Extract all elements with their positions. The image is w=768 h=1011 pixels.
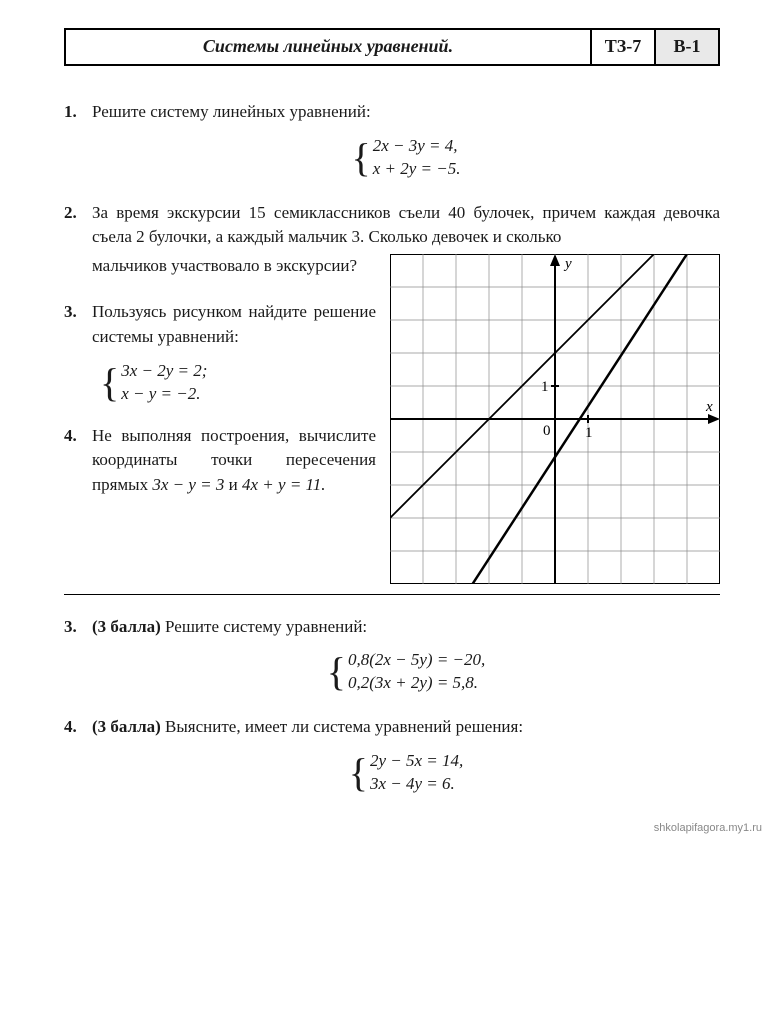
problem-3-eq1: 3x − 2y = 2; xyxy=(121,360,207,383)
divider xyxy=(64,594,720,595)
brace-icon: { xyxy=(352,138,371,178)
problem-1: Решите систему линейных уравнений: { 2x … xyxy=(64,100,720,181)
problem-2: За время экскурсии 15 семиклассников съе… xyxy=(64,201,720,595)
svg-text:y: y xyxy=(563,256,572,272)
brace-icon: { xyxy=(100,363,119,403)
problem-1-system: { 2x − 3y = 4, x + 2y = −5. xyxy=(92,135,720,181)
problem-3-text: Пользуясь рисунком найдите решение сис­т… xyxy=(92,300,376,349)
brace-icon: { xyxy=(349,753,368,793)
problem-6-prefix: (3 балла) xyxy=(92,717,165,736)
problem-1-eq1: 2x − 3y = 4, xyxy=(373,135,461,158)
header-code-2: В-1 xyxy=(656,30,718,64)
problem-list: Решите систему линейных уравнений: { 2x … xyxy=(64,100,720,796)
problem-4-eq1: 3x − y = 3 xyxy=(152,475,224,494)
problem-1-text: Решите систему линейных уравнений: xyxy=(92,102,371,121)
problem-5-eq1: 0,8(2x − 5y) = −20, xyxy=(348,649,485,672)
problem-2-text-b: мальчиков участвовало в экскурсии? xyxy=(92,256,357,275)
problem-6-eq2: 3x − 4y = 6. xyxy=(370,773,463,796)
problem-5-eq2: 0,2(3x + 2y) = 5,8. xyxy=(348,672,485,695)
header-bar: Системы линейных уравнений. ТЗ-7 В-1 xyxy=(64,28,720,66)
problem-6-system: { 2y − 5x = 14, 3x − 4y = 6. xyxy=(92,750,720,796)
header-code-1: ТЗ-7 xyxy=(592,30,656,64)
watermark: shkolapifagora.my1.ru xyxy=(654,822,762,834)
svg-text:1: 1 xyxy=(585,425,593,441)
svg-text:1: 1 xyxy=(541,379,549,395)
problem-6: (3 балла) Выясните, имеет ли система ура… xyxy=(64,715,720,796)
svg-text:x: x xyxy=(705,399,713,415)
header-title: Системы линейных уравнений. xyxy=(66,30,592,64)
problem-3-system: { 3x − 2y = 2; x − y = −2. xyxy=(100,360,376,406)
problem-2-text-a: За время экскурсии 15 семиклассников съе… xyxy=(92,203,720,247)
problem-5: (3 балла) Решите систему уравнений: { 0,… xyxy=(64,615,720,696)
problem-6-eq1: 2y − 5x = 14, xyxy=(370,750,463,773)
problem-4-eq2: 4x + y = 11. xyxy=(242,475,326,494)
problem-5-prefix: (3 балла) xyxy=(92,617,165,636)
problem-6-text: Выясните, имеет ли система уравнений ре­… xyxy=(165,717,523,736)
brace-icon: { xyxy=(327,652,346,692)
graph: 0 1 1 x y xyxy=(390,254,720,584)
graph-svg: 0 1 1 x y xyxy=(390,254,720,584)
problem-4-text-b: и xyxy=(224,475,242,494)
svg-text:0: 0 xyxy=(543,423,551,439)
problem-3-eq2: x − y = −2. xyxy=(121,383,207,406)
problem-5-text: Решите систему уравнений: xyxy=(165,617,367,636)
problem-5-system: { 0,8(2x − 5y) = −20, 0,2(3x + 2y) = 5,8… xyxy=(92,649,720,695)
problem-1-eq2: x + 2y = −5. xyxy=(373,158,461,181)
